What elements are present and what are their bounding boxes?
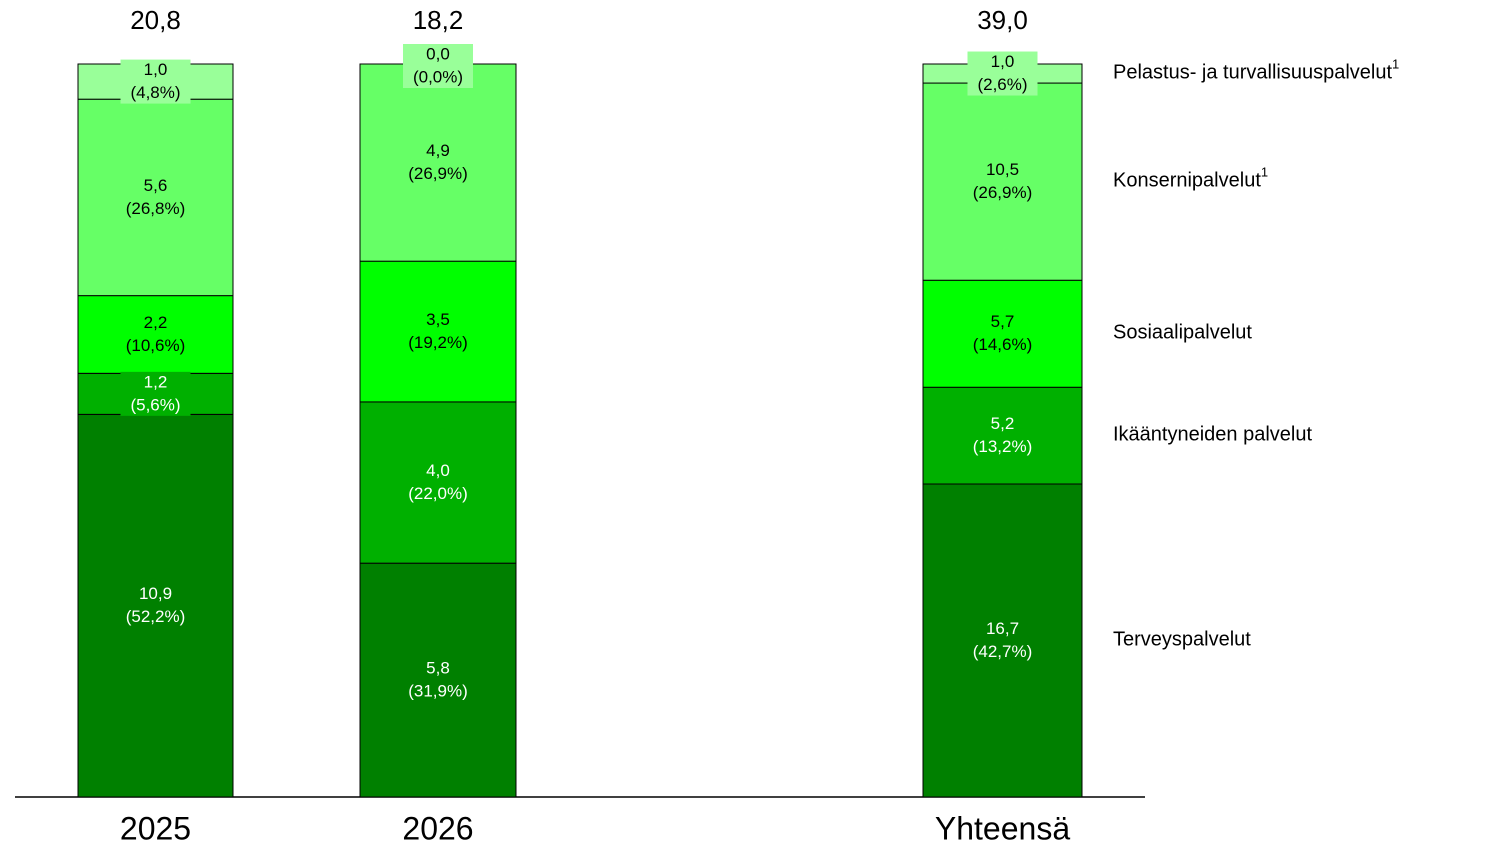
data-label: (0,0%) — [413, 67, 463, 86]
total-label: 39,0 — [977, 5, 1028, 35]
data-label: 1,0 — [991, 52, 1015, 71]
data-label: 5,6 — [144, 176, 168, 195]
label-box — [120, 59, 191, 104]
data-label: 5,8 — [426, 659, 450, 678]
bar-segment — [922, 82, 1083, 281]
data-label: (14,6%) — [973, 335, 1033, 354]
data-label: 16,7 — [986, 619, 1019, 638]
bar-segment — [922, 386, 1083, 485]
legend-label: Pelastus- ja turvallisuuspalvelut1 — [1113, 57, 1399, 84]
x-tick-label: 2026 — [402, 810, 473, 846]
x-tick-label: 2025 — [120, 810, 191, 846]
data-label: (5,6%) — [130, 395, 180, 414]
label-box — [403, 44, 473, 88]
legend-label: Sosiaalipalvelut — [1113, 322, 1252, 344]
legend-name: Pelastus- ja turvallisuuspalvelut — [1113, 62, 1392, 84]
data-label: 1,0 — [144, 60, 168, 79]
legend-note: 1 — [1261, 165, 1268, 180]
data-label: 1,2 — [144, 372, 168, 391]
legend-name: Sosiaalipalvelut — [1113, 322, 1252, 344]
data-label: (4,8%) — [130, 83, 180, 102]
data-label: (2,6%) — [977, 75, 1027, 94]
data-label: (22,0%) — [408, 484, 468, 503]
data-label: (31,9%) — [408, 682, 468, 701]
bar-segment — [359, 260, 517, 403]
legend-label: Terveyspalvelut — [1113, 629, 1251, 651]
data-label: 4,9 — [426, 141, 450, 160]
data-label: (52,2%) — [126, 607, 186, 626]
bar-segment — [77, 295, 234, 374]
data-label: 5,2 — [991, 414, 1015, 433]
data-label: (42,7%) — [973, 642, 1033, 661]
x-tick-label: Yhteensä — [935, 810, 1070, 846]
data-label: (26,8%) — [126, 199, 186, 218]
data-label: 10,9 — [139, 584, 172, 603]
bar-segment — [359, 562, 517, 798]
legend-note: 1 — [1392, 57, 1399, 72]
data-label: 3,5 — [426, 310, 450, 329]
total-label: 18,2 — [413, 5, 464, 35]
data-label: (26,9%) — [408, 164, 468, 183]
legend-label: Konsernipalvelut1 — [1113, 165, 1268, 192]
data-label: (10,6%) — [126, 336, 186, 355]
data-label: 10,5 — [986, 160, 1019, 179]
bar-segment — [77, 98, 234, 297]
label-box — [967, 51, 1038, 96]
bar-segment — [359, 401, 517, 564]
data-label: (19,2%) — [408, 333, 468, 352]
data-label: (13,2%) — [973, 437, 1033, 456]
legend-name: Ikääntyneiden palvelut — [1113, 424, 1312, 446]
data-label: 2,2 — [144, 313, 168, 332]
legend-name: Konsernipalvelut — [1113, 170, 1261, 192]
data-label: 5,7 — [991, 312, 1015, 331]
bar-segment — [77, 413, 234, 798]
bar-segment — [922, 279, 1083, 388]
legend-label: Ikääntyneiden palvelut — [1113, 424, 1312, 446]
bar-segment — [359, 63, 517, 262]
total-label: 20,8 — [130, 5, 181, 35]
data-label: (26,9%) — [973, 183, 1033, 202]
data-label: 4,0 — [426, 461, 450, 480]
label-box — [120, 371, 191, 416]
legend-name: Terveyspalvelut — [1113, 629, 1251, 651]
bar-segment — [922, 483, 1083, 798]
data-label: 0,0 — [426, 44, 450, 63]
